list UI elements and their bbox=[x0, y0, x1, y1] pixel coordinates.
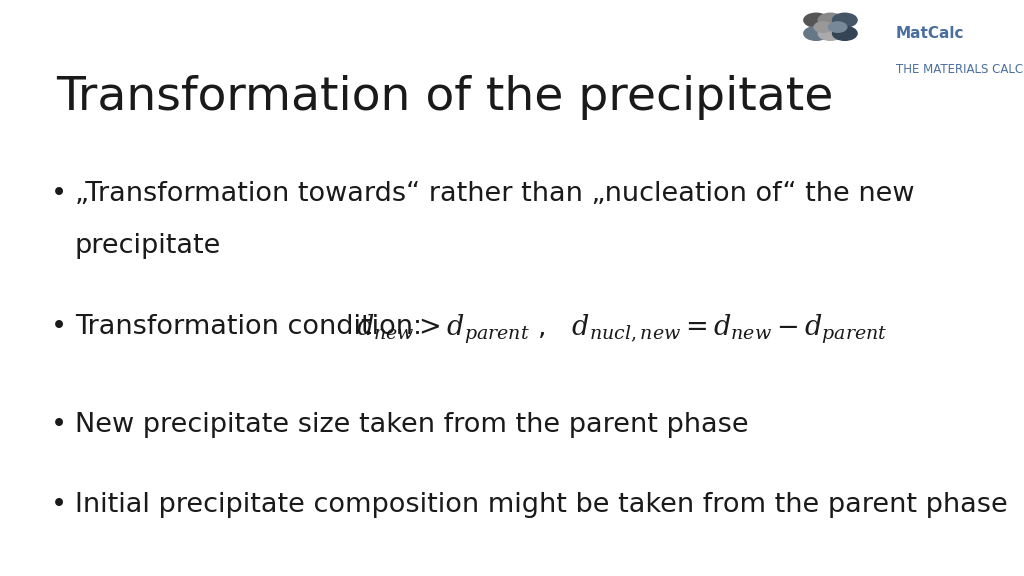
Text: Transformation condition:: Transformation condition: bbox=[75, 314, 422, 340]
Circle shape bbox=[814, 22, 833, 32]
Text: •: • bbox=[51, 181, 68, 207]
Text: precipitate: precipitate bbox=[75, 233, 221, 259]
Text: Transformation of the precipitate: Transformation of the precipitate bbox=[56, 75, 834, 120]
Text: THE MATERIALS CALCULATOR: THE MATERIALS CALCULATOR bbox=[896, 63, 1024, 77]
Circle shape bbox=[828, 22, 847, 32]
Text: Initial precipitate composition might be taken from the parent phase: Initial precipitate composition might be… bbox=[75, 492, 1008, 518]
Text: •: • bbox=[51, 492, 68, 518]
Text: „Transformation towards“ rather than „nucleation of“ the new: „Transformation towards“ rather than „nu… bbox=[75, 181, 914, 207]
Text: MatCalc: MatCalc bbox=[896, 26, 965, 41]
Circle shape bbox=[818, 13, 843, 27]
Text: New precipitate size taken from the parent phase: New precipitate size taken from the pare… bbox=[75, 412, 749, 438]
Text: $d_{new} > d_{parent}$ ,   $d_{nucl,new} = d_{new} - d_{parent}$: $d_{new} > d_{parent}$ , $d_{nucl,new} =… bbox=[356, 313, 888, 346]
Circle shape bbox=[818, 26, 843, 40]
Circle shape bbox=[833, 26, 857, 40]
Circle shape bbox=[804, 26, 828, 40]
Text: •: • bbox=[51, 412, 68, 438]
Circle shape bbox=[833, 13, 857, 27]
Text: •: • bbox=[51, 314, 68, 340]
Circle shape bbox=[804, 13, 828, 27]
